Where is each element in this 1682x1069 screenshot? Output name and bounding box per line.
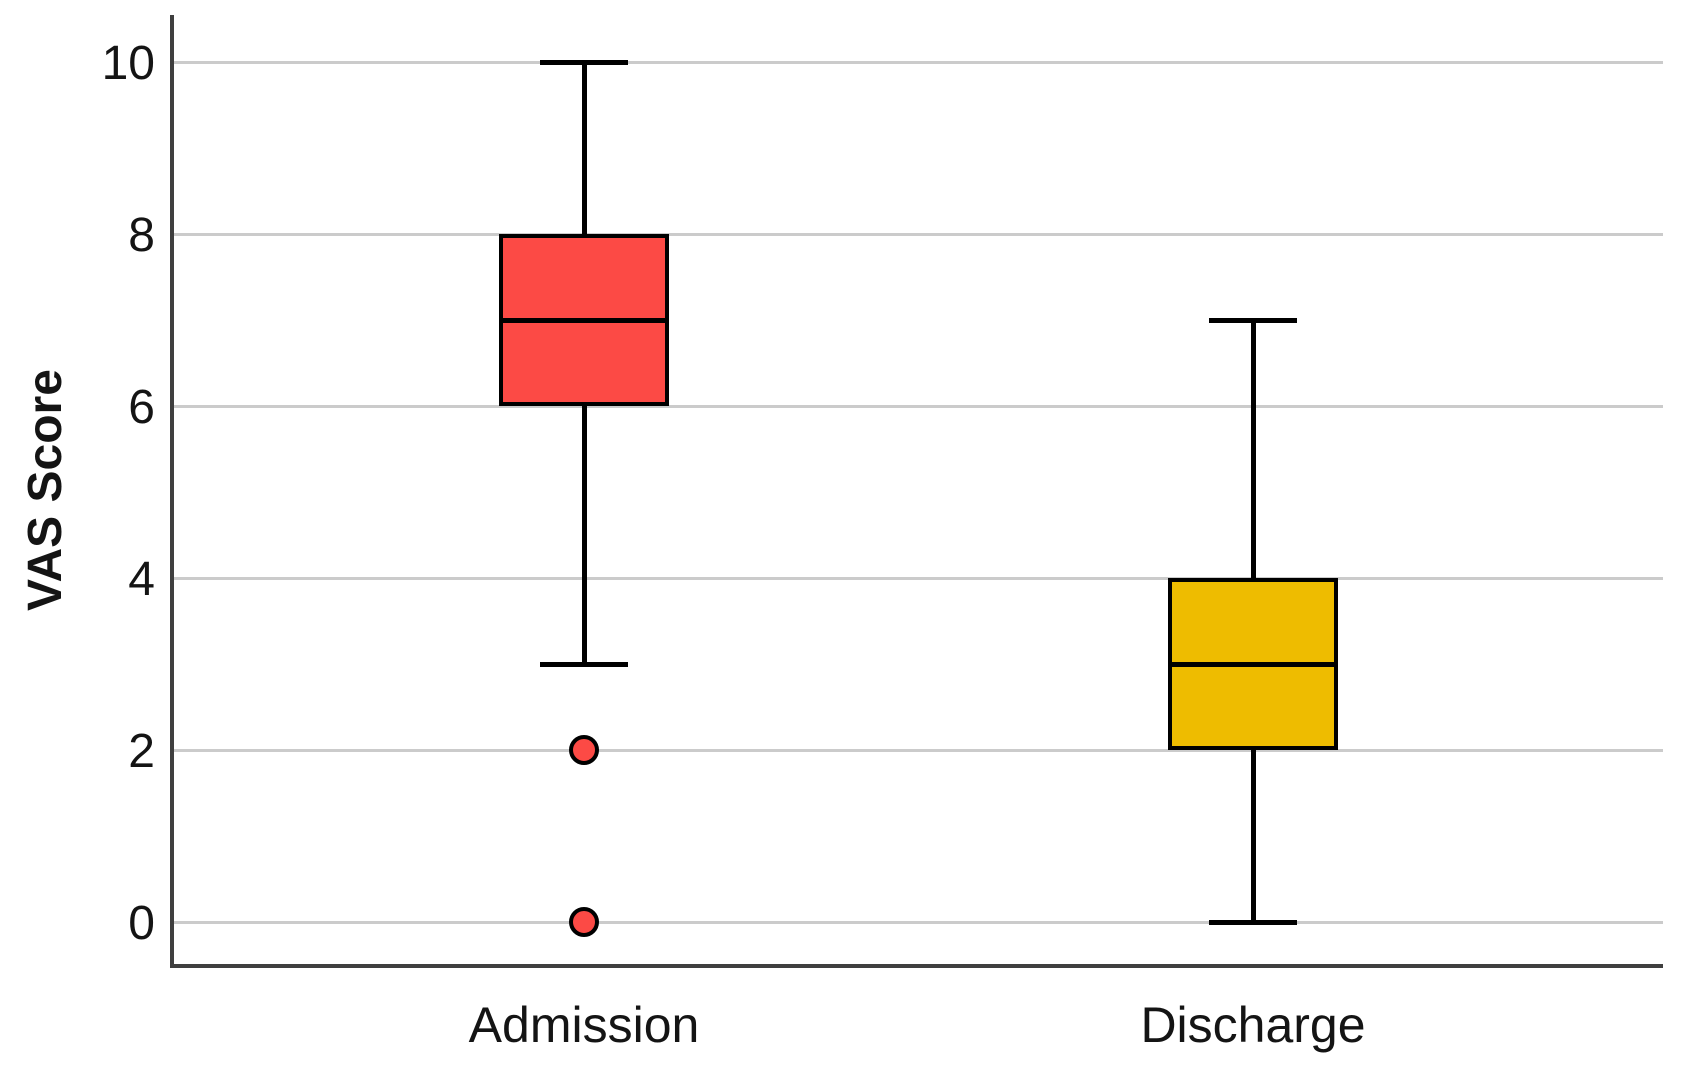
x-category-label-discharge: Discharge	[1140, 997, 1366, 1053]
median-line-admission	[499, 318, 669, 323]
y-axis-line	[170, 15, 174, 968]
upper-whisker-admission	[581, 62, 587, 234]
y-tick-label-10: 10	[101, 37, 155, 90]
y-tick-label-0: 0	[128, 897, 155, 950]
lower-whisker-cap-discharge	[1209, 920, 1297, 925]
outlier-admission-2	[569, 735, 599, 765]
y-tick-label-6: 6	[128, 381, 155, 434]
lower-whisker-discharge	[1250, 750, 1256, 922]
y-tick-label-8: 8	[128, 209, 155, 262]
lower-whisker-admission	[581, 406, 587, 664]
median-line-discharge	[1168, 662, 1338, 667]
upper-whisker-cap-admission	[540, 60, 628, 65]
x-axis-line	[170, 964, 1663, 968]
outlier-admission-0	[569, 907, 599, 937]
y-tick-label-2: 2	[128, 725, 155, 778]
gridline-y-6	[174, 405, 1663, 408]
gridline-y-10	[174, 61, 1663, 64]
x-category-label-admission: Admission	[468, 997, 700, 1053]
upper-whisker-cap-discharge	[1209, 318, 1297, 323]
lower-whisker-cap-admission	[540, 662, 628, 667]
gridline-y-0	[174, 921, 1663, 924]
gridline-y-8	[174, 233, 1663, 236]
y-tick-label-4: 4	[128, 553, 155, 606]
upper-whisker-discharge	[1250, 320, 1256, 578]
gridline-y-2	[174, 749, 1663, 752]
gridline-y-4	[174, 577, 1663, 580]
